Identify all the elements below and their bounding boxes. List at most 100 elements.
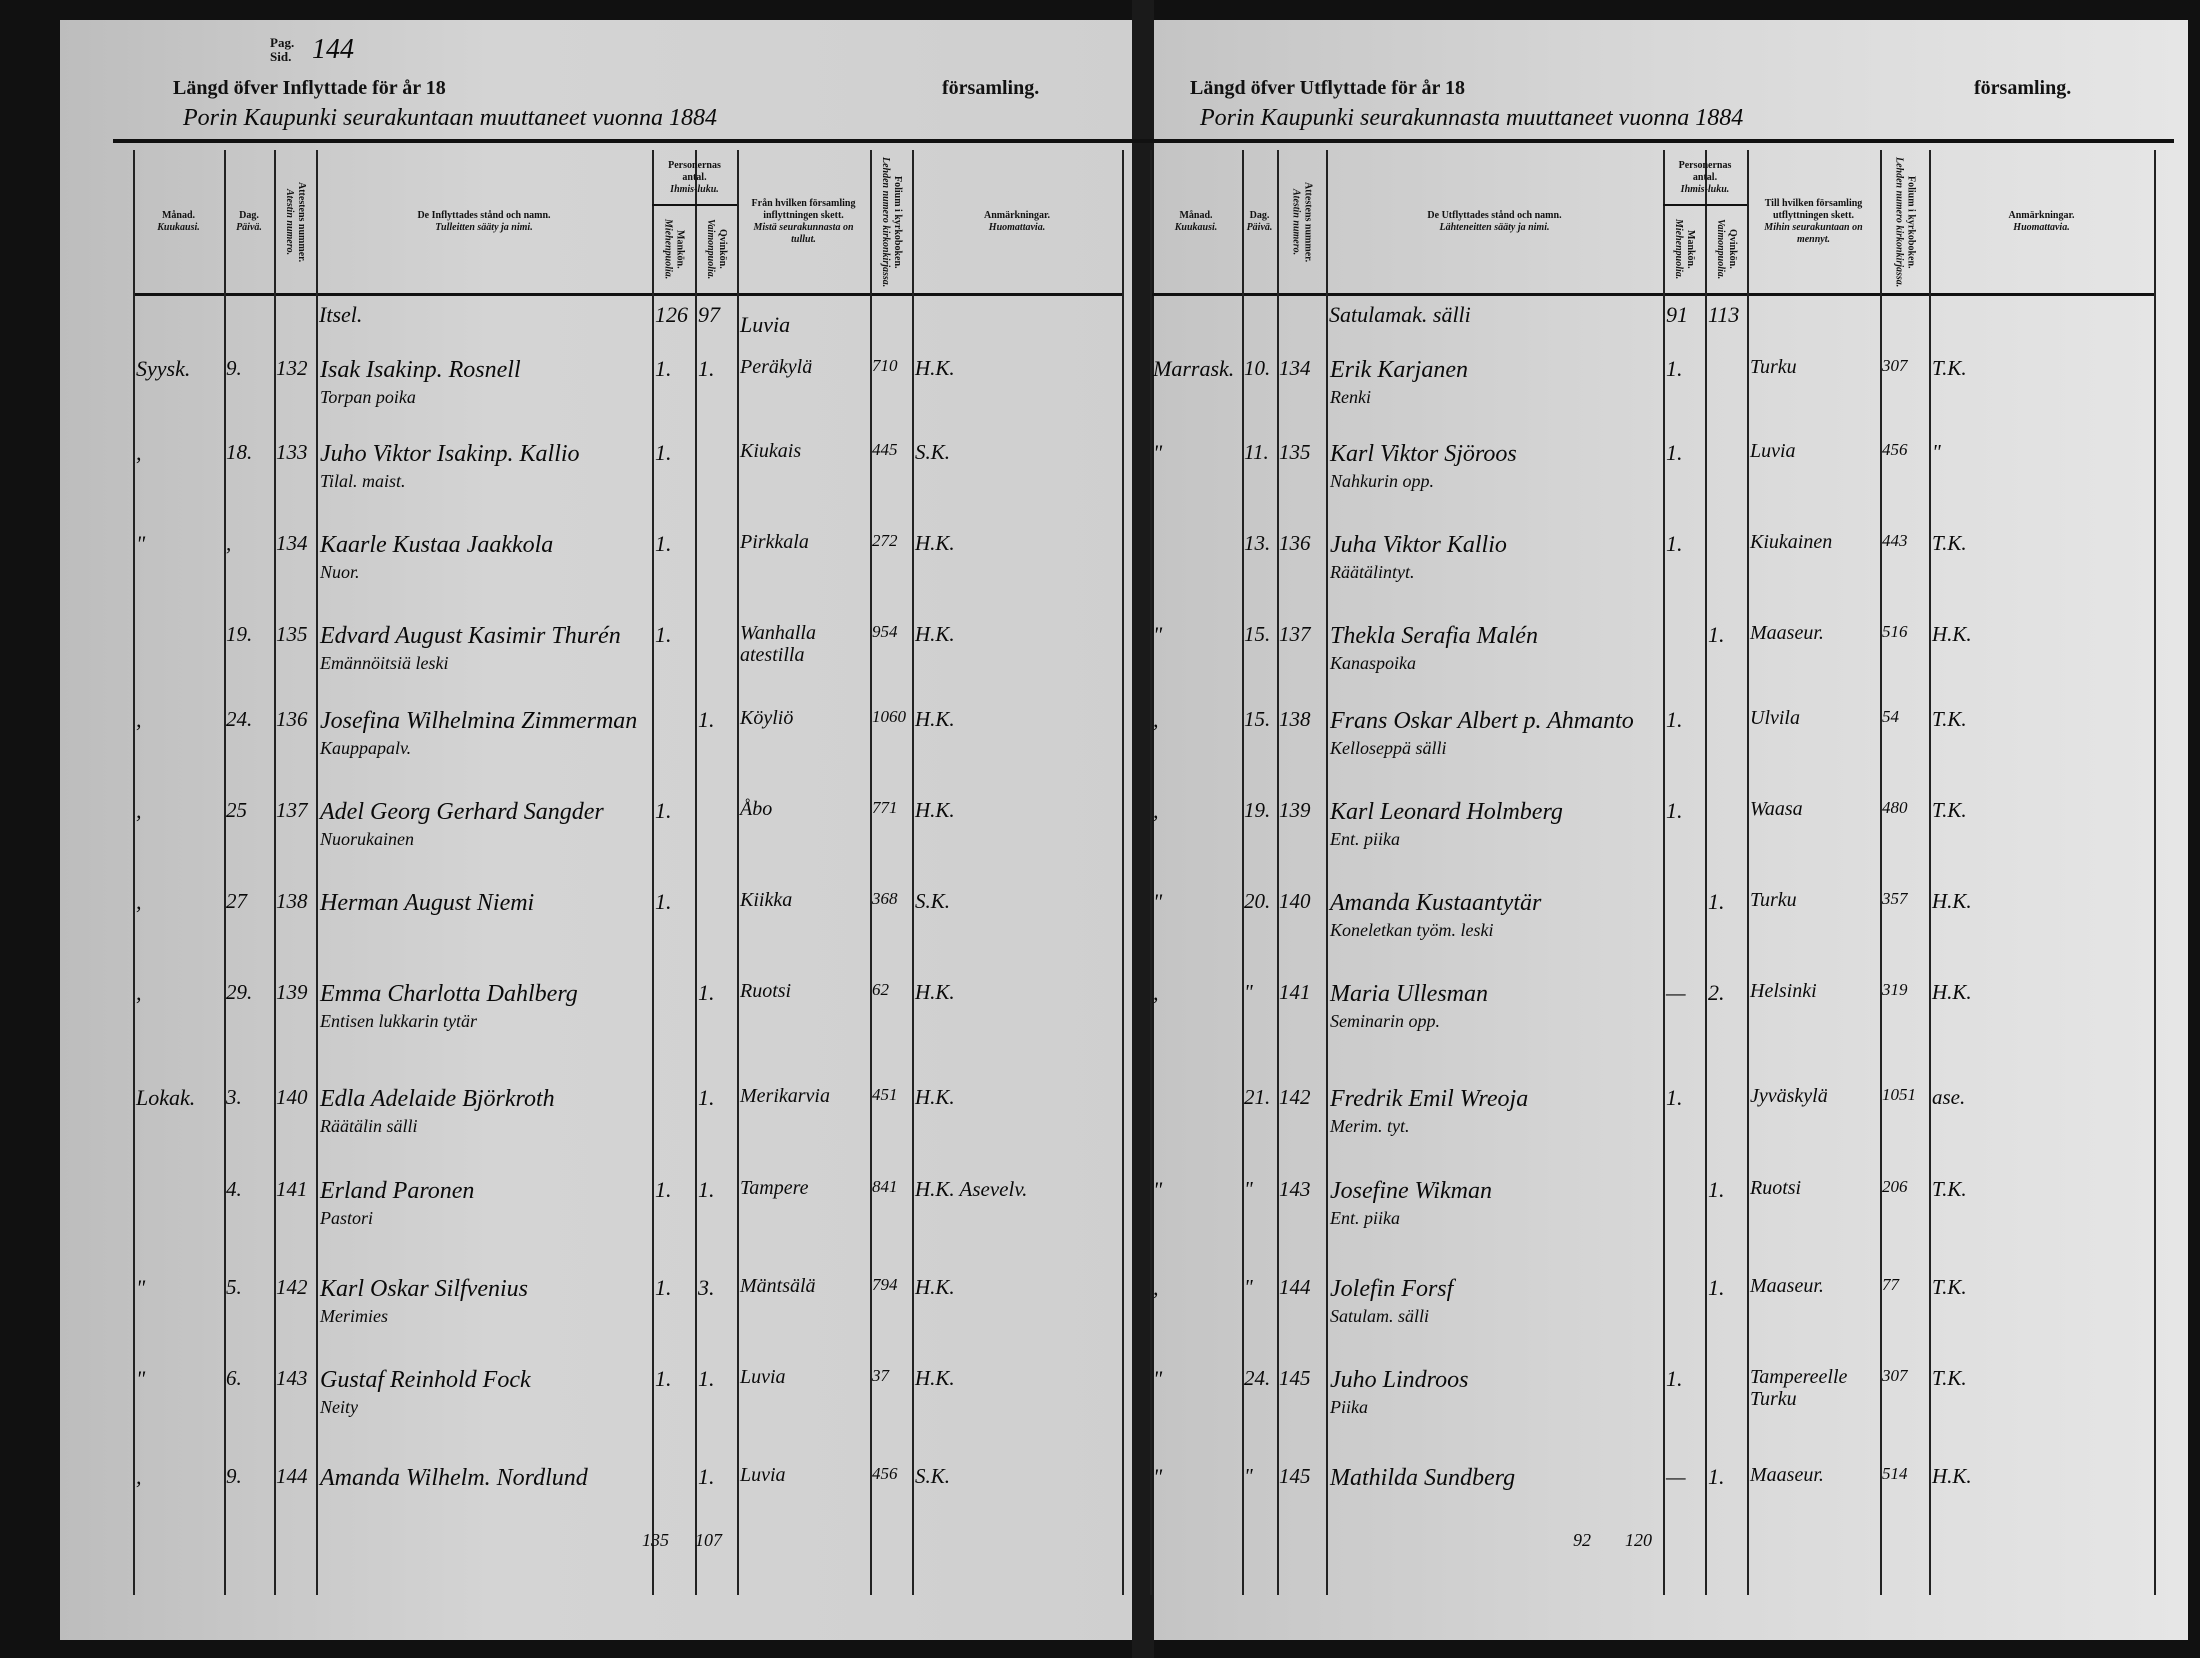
- right-header-day: Dag. Päivä.: [1245, 154, 1274, 290]
- entry-parish: Helsinki: [1750, 980, 1817, 1002]
- entry-day: 13.: [1244, 531, 1271, 555]
- right-column-rule: [1880, 150, 1882, 1595]
- entry-title: Merim. tyt.: [1330, 1116, 1410, 1136]
- entry-month: ,: [136, 889, 142, 914]
- entry-parish: Waasa: [1750, 798, 1803, 820]
- entry-folio: 456: [872, 1464, 898, 1483]
- entry-remarks: T.K.: [1932, 1366, 1967, 1390]
- entry-folio: 794: [872, 1275, 898, 1294]
- header-text-finnish: Atestin numero.: [284, 188, 295, 256]
- entry-name: Herman August Niemi: [320, 890, 535, 916]
- entry-female: 1.: [1708, 889, 1725, 914]
- entry-title: Tilal. maist.: [320, 471, 406, 491]
- entry-num: 137: [1279, 622, 1311, 646]
- entry-month: ": [136, 1366, 146, 1391]
- entry-male: 1.: [655, 440, 672, 465]
- entry-parish: Wanhalla atestilla: [740, 622, 816, 666]
- entry-male: —: [1666, 980, 1686, 1005]
- header-text-finnish: Kuukausi.: [157, 222, 200, 233]
- entry-num: 135: [276, 622, 308, 646]
- left-carry-over-male: 126: [655, 302, 688, 327]
- entry-female: 1.: [698, 707, 715, 732]
- entry-num: 134: [1279, 356, 1311, 380]
- entry-day: 4.: [226, 1177, 242, 1201]
- entry-title: Entisen lukkarin tytär: [320, 1011, 477, 1031]
- entry-num: 132: [276, 356, 308, 380]
- entry-day: 11.: [1244, 440, 1269, 464]
- header-text: Attestens nummer.: [1302, 181, 1314, 263]
- entry-name: Mathilda Sundberg: [1330, 1465, 1516, 1491]
- entry-title: Piika: [1330, 1397, 1368, 1417]
- entry-title: Emännöitsiä leski: [320, 653, 449, 673]
- entry-name: Frans Oskar Albert p. Ahmanto: [1330, 708, 1634, 734]
- entry-folio: 307: [1882, 356, 1908, 375]
- entry-month: ": [1153, 1177, 1163, 1202]
- entry-title: Ent. piika: [1330, 1208, 1400, 1228]
- left-column-rule: [737, 150, 739, 1595]
- entry-day: 5.: [226, 1275, 242, 1299]
- entry-day: 19.: [1244, 798, 1271, 822]
- entry-female: 1.: [698, 1177, 715, 1202]
- entry-parish: Maaseur.: [1750, 1464, 1824, 1486]
- left-header-cert: Attestens nummer. Atestin numero.: [277, 154, 313, 290]
- entry-title: Koneletkan työm. leski: [1330, 920, 1494, 940]
- entry-folio: 77: [1882, 1275, 1899, 1294]
- right-column-rule: [1277, 150, 1279, 1595]
- right-carry-over-name: Satulamak. sälli: [1329, 302, 1471, 327]
- entry-day: 3.: [226, 1085, 242, 1109]
- entry-title: Räätälin sälli: [320, 1116, 418, 1136]
- left-header-month: Månad. Kuukausi.: [136, 154, 221, 290]
- entry-name-block: Emma Charlotta Dahlberg Entisen lukkarin …: [320, 981, 648, 1032]
- left-header-parish: Från hvilken församling inflyttningen sk…: [740, 154, 867, 290]
- entry-parish: Köyliö: [740, 707, 794, 729]
- header-text: Anmärkningar.: [983, 210, 1051, 221]
- left-column-rule: [316, 150, 318, 1595]
- header-text: Dag.: [239, 210, 259, 221]
- entry-folio: 1051: [1882, 1085, 1916, 1104]
- entry-folio: 445: [872, 440, 898, 459]
- entry-month: ": [1153, 622, 1163, 647]
- right-header-folio: Folium i kyrkoboken. Lehden numero kirkon…: [1883, 154, 1926, 290]
- entry-female: 1.: [698, 1085, 715, 1110]
- left-header-remarks: Anmärkningar. Huomattavia.: [915, 154, 1119, 290]
- right-title-handwritten: Porin Kaupunki seurakunnasta muuttaneet …: [1200, 105, 1744, 131]
- entry-title: Nahkurin opp.: [1330, 471, 1435, 491]
- right-header-month: Månad. Kuukausi.: [1153, 154, 1239, 290]
- entry-remarks: H.K.: [1932, 980, 1972, 1004]
- entry-name-block: Karl Viktor Sjöroos Nahkurin opp.: [1330, 441, 1659, 492]
- entry-parish: Kiukainen: [1750, 531, 1833, 553]
- entry-male: 1.: [1666, 356, 1683, 381]
- entry-remarks: T.K.: [1932, 1275, 1967, 1299]
- header-text-finnish: Lähteneitten sääty ja nimi.: [1439, 222, 1550, 233]
- entry-folio: 514: [1882, 1464, 1908, 1483]
- entry-num: 136: [1279, 531, 1311, 555]
- entry-title: Neity: [320, 1397, 358, 1417]
- entry-day: 27: [226, 889, 247, 913]
- entry-name: Juho Lindroos: [1330, 1367, 1469, 1393]
- entry-remarks: H.K.: [915, 707, 955, 731]
- left-title-suffix: församling.: [942, 77, 1040, 99]
- entry-name-block: Edla Adelaide Björkroth Räätälin sälli: [320, 1086, 648, 1137]
- right-total-female: 120: [1625, 1530, 1652, 1550]
- entry-title: Satulam. sälli: [1330, 1306, 1430, 1326]
- header-text-finnish: Tulleitten sääty ja nimi.: [435, 222, 533, 233]
- left-header-female: Qvinkön. Vaimonpuolia.: [698, 208, 734, 290]
- entry-name: Isak Isakinp. Rosnell: [320, 357, 521, 383]
- left-header-folio: Folium i kyrkoboken. Lehden numero kirkon…: [873, 154, 909, 290]
- entry-num: 144: [1279, 1275, 1311, 1299]
- right-header-rule: [1150, 293, 2154, 296]
- header-text: Qvinkön.: [717, 229, 728, 269]
- entry-parish: Kiukais: [740, 440, 802, 462]
- entry-remarks: ": [1932, 440, 1941, 464]
- entry-day: 6.: [226, 1366, 242, 1390]
- header-text: Mankön.: [1685, 229, 1696, 269]
- header-text-finnish: Vaimonpuolia.: [705, 218, 716, 280]
- entry-title: Kelloseppä sälli: [1330, 738, 1447, 758]
- entry-name-block: Erik Karjanen Renki: [1330, 357, 1659, 408]
- entry-num: 138: [1279, 707, 1311, 731]
- entry-folio: 771: [872, 798, 898, 817]
- entry-parish: Luvia: [740, 1366, 786, 1388]
- header-text-finnish: Huomattavia.: [988, 222, 1046, 233]
- entry-title: Nuor.: [320, 562, 360, 582]
- entry-month: ,: [136, 798, 142, 823]
